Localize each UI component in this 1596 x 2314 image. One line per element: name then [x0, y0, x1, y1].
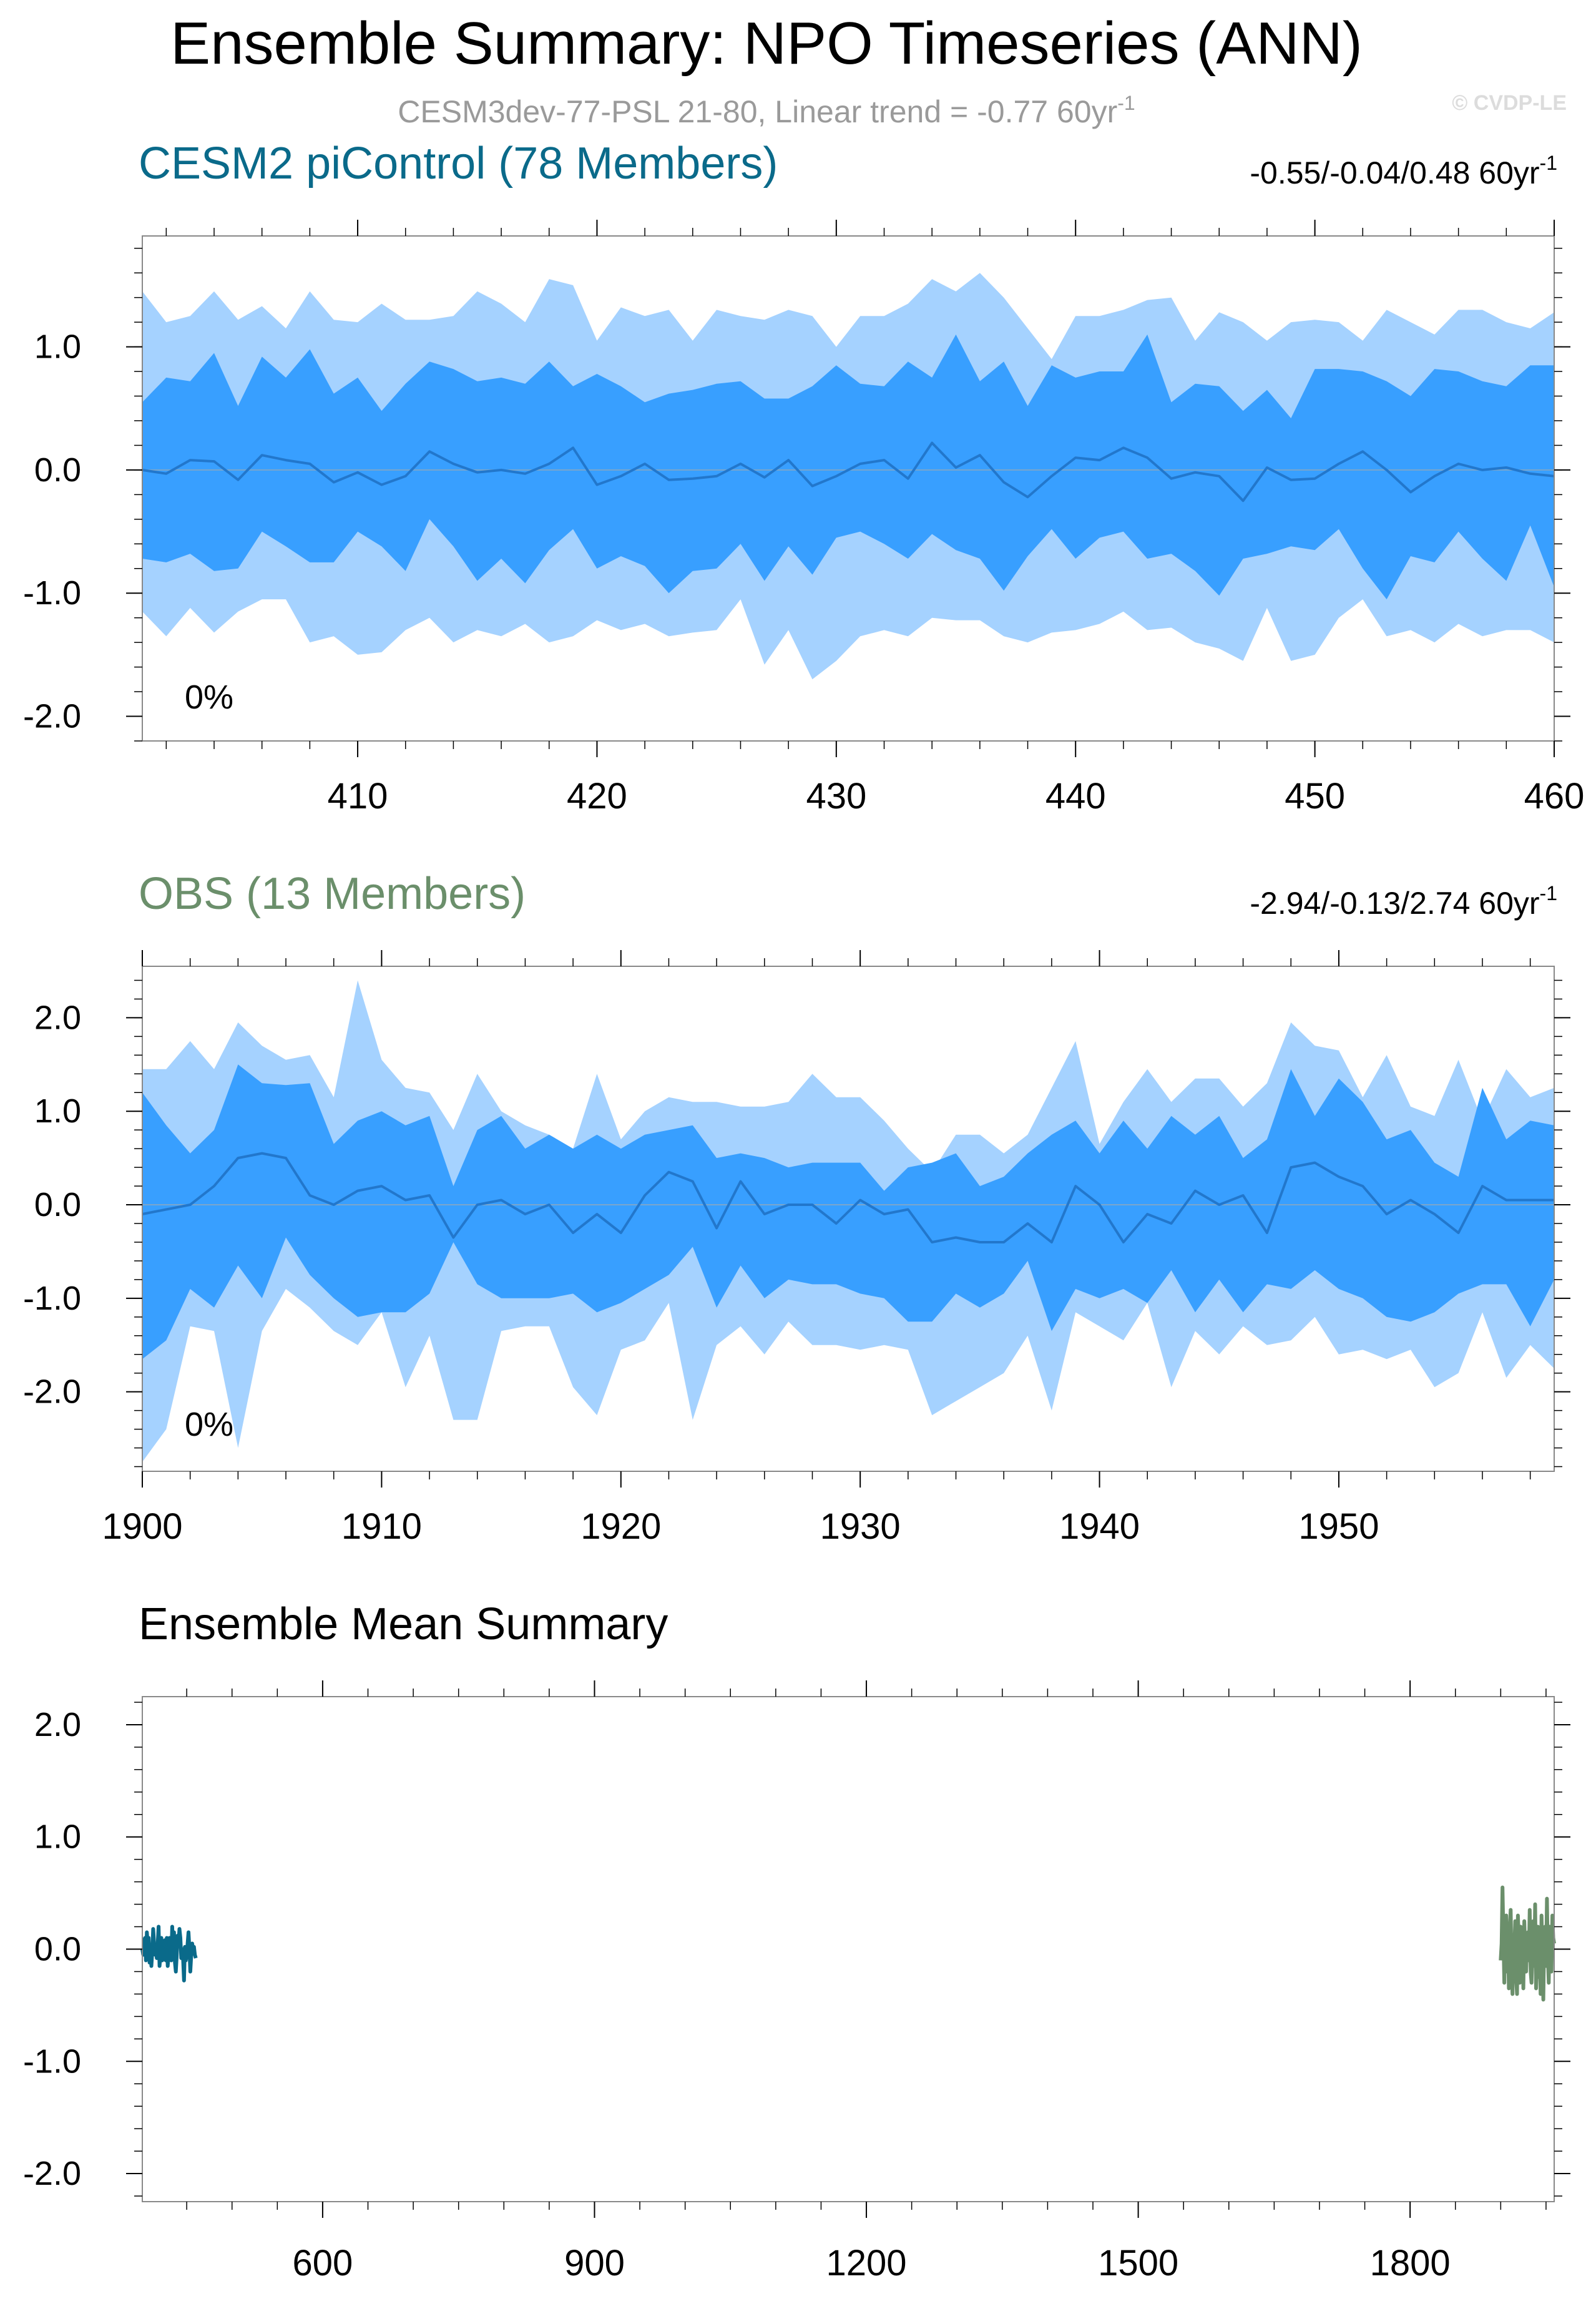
obs-ytick-label: -1.0	[23, 1280, 81, 1317]
obs-xtick-label: 1920	[580, 1506, 661, 1547]
cesm2-xtick-label: 410	[328, 776, 388, 816]
cesm2-picontrol-panel: CESM2 piControl (78 Members) -0.55/-0.04…	[23, 139, 1584, 816]
obs-mean-line	[1499, 1885, 1556, 2002]
obs-xtick-label: 1910	[341, 1506, 422, 1547]
obs-ytick-label: 1.0	[34, 1092, 81, 1130]
cesm2-xtick-label: 440	[1045, 776, 1106, 816]
cesm2-trend-label: -0.55/-0.04/0.48 60yr-1	[1250, 152, 1557, 190]
cesm2-ytick-label: -1.0	[23, 574, 81, 612]
ensemble-mean-panel: Ensemble Mean Summary 2.0 1.0 0.0 -1.0 -2.0 6…	[23, 1599, 1570, 2283]
cesm2-ytick-label: -2.0	[23, 698, 81, 735]
ensemble-mean-xtick-label: 1200	[826, 2243, 907, 2283]
watermark: © CVDP-LE	[1452, 91, 1567, 115]
cesm2-xtick-label: 420	[567, 776, 627, 816]
ensemble-mean-ytick-label: 1.0	[34, 1818, 81, 1856]
cesm2-xtick-label: 430	[806, 776, 866, 816]
obs-ytick-label: -2.0	[23, 1373, 81, 1411]
ensemble-mean-ytick-label: 2.0	[34, 1706, 81, 1743]
subtitle-superscript: -1	[1117, 92, 1135, 114]
figure-subtitle: CESM3dev-77-PSL 21-80, Linear trend = -0…	[398, 92, 1135, 129]
cesm2-xtick-label: 450	[1285, 776, 1345, 816]
ensemble-mean-ticks: 2.0 1.0 0.0 -1.0 -2.0 600 900 1200 1500 1800	[23, 1680, 1570, 2283]
cesm2-panel-title: CESM2 piControl (78 Members)	[139, 139, 778, 189]
cesm2-band-p16-p84	[142, 334, 1554, 600]
obs-xtick-label: 1930	[820, 1506, 901, 1547]
cesm2-ticks: 1.0 0.0 -1.0 -2.0 410 420 430 440 450 460	[23, 220, 1584, 816]
cesm2-plot-frame	[142, 235, 1555, 742]
obs-panel: OBS (13 Members) -2.94/-0.13/2.74 60yr-1…	[23, 869, 1570, 1547]
cesm2-trend-superscript: -1	[1540, 152, 1557, 174]
ensemble-mean-ytick-label: -1.0	[23, 2042, 81, 2080]
cesm2-xtick-label: 460	[1524, 776, 1585, 816]
ensemble-mean-ytick-label: -2.0	[23, 2155, 81, 2192]
subtitle-main: CESM3dev-77-PSL 21-80, Linear trend = -0…	[398, 94, 1117, 129]
obs-trend-superscript: -1	[1540, 882, 1557, 905]
obs-ticks: 2.0 1.0 0.0 -1.0 -2.0 1900 1910 1920 1930 1940 195…	[23, 950, 1570, 1547]
ensemble-mean-xtick-label: 900	[564, 2243, 625, 2283]
obs-xtick-label: 1900	[102, 1506, 182, 1547]
ensemble-mean-xtick-label: 600	[293, 2243, 353, 2283]
obs-xtick-label: 1950	[1298, 1506, 1379, 1547]
cesm2-median-line	[142, 441, 1555, 503]
cesm2-percent-label: 0%	[185, 679, 233, 716]
obs-ytick-label: 0.0	[34, 1186, 81, 1223]
cesm2-mean-line	[140, 1924, 198, 1983]
figure-title: Ensemble Summary: NPO Timeseries (ANN)	[170, 10, 1363, 77]
ensemble-mean-ytick-label: 0.0	[34, 1931, 81, 1968]
ensemble-mean-lines	[140, 1885, 1556, 2002]
obs-trend-text: -2.94/-0.13/2.74 60yr	[1250, 886, 1539, 921]
obs-panel-title: OBS (13 Members)	[139, 869, 526, 919]
obs-plot-frame	[142, 966, 1555, 1472]
obs-bands	[142, 980, 1554, 1462]
ensemble-mean-xtick-label: 1800	[1370, 2243, 1451, 2283]
ensemble-mean-xtick-label: 1500	[1098, 2243, 1178, 2283]
obs-ytick-label: 2.0	[34, 999, 81, 1036]
cesm2-trend-text: -0.55/-0.04/0.48 60yr	[1250, 155, 1539, 190]
obs-percent-label: 0%	[185, 1406, 233, 1443]
obs-xtick-label: 1940	[1059, 1506, 1140, 1547]
cesm2-ytick-label: 1.0	[34, 328, 81, 366]
cesm2-ytick-label: 0.0	[34, 451, 81, 489]
obs-trend-label: -2.94/-0.13/2.74 60yr-1	[1250, 882, 1557, 921]
ensemble-mean-title: Ensemble Mean Summary	[139, 1599, 668, 1649]
cesm2-bands	[142, 273, 1555, 680]
obs-median-line	[142, 1152, 1554, 1243]
